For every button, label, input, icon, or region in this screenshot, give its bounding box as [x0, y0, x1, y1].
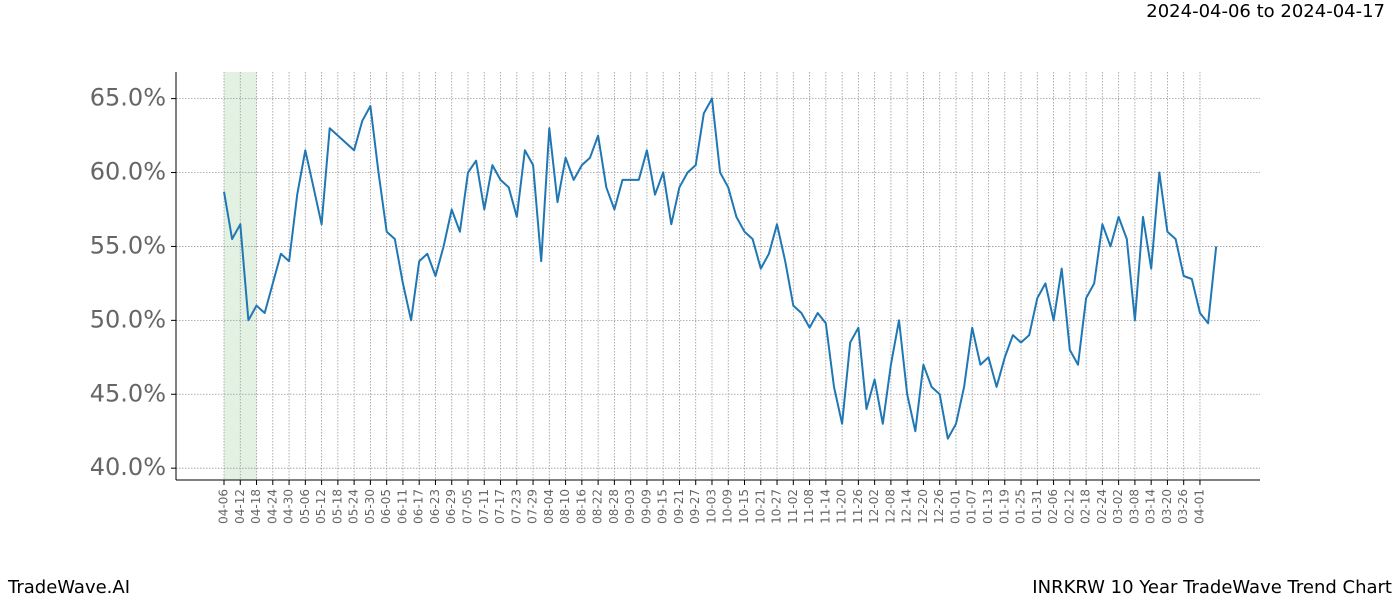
x-tick-label: 12-02 [867, 489, 881, 524]
y-tick-label: 40.0% [90, 453, 166, 481]
x-tick-label: 07-23 [509, 489, 523, 524]
chart-name: INRKRW 10 Year TradeWave Trend Chart [1032, 577, 1392, 598]
x-tick-label: 10-09 [721, 489, 735, 524]
x-tick-label: 01-19 [997, 489, 1011, 524]
x-tick-label: 01-25 [1014, 489, 1028, 524]
x-tick-label: 06-29 [444, 489, 458, 524]
x-tick-label: 09-15 [656, 489, 670, 524]
x-tick-label: 03-02 [1111, 489, 1125, 524]
x-tick-label: 07-29 [526, 489, 540, 524]
y-tick-label: 65.0% [90, 84, 166, 112]
x-tick-label: 12-14 [900, 489, 914, 524]
x-tick-label: 05-18 [330, 489, 344, 524]
x-tick-label: 05-12 [314, 489, 328, 524]
x-tick-label: 12-20 [916, 489, 930, 524]
x-tick-label: 01-31 [1030, 489, 1044, 524]
y-tick-label: 60.0% [90, 158, 166, 186]
x-tick-label: 01-01 [948, 489, 962, 524]
x-tick-label: 07-05 [460, 489, 474, 524]
x-tick-label: 08-16 [574, 489, 588, 524]
x-tick-label: 02-24 [1095, 489, 1109, 524]
x-tick-label: 09-03 [623, 489, 637, 524]
x-tick-label: 03-08 [1127, 489, 1141, 524]
brand: TradeWave.AI [7, 577, 130, 598]
y-tick-label: 55.0% [90, 231, 166, 259]
x-tick-label: 05-06 [298, 489, 312, 524]
x-tick-label: 03-14 [1144, 489, 1158, 524]
x-tick-label: 04-30 [282, 489, 296, 524]
x-tick-label: 05-30 [363, 489, 377, 524]
x-tick-label: 10-21 [753, 489, 767, 524]
x-tick-label: 04-01 [1192, 489, 1206, 524]
x-tick-label: 10-27 [770, 489, 784, 524]
x-tick-label: 06-05 [379, 489, 393, 524]
x-tick-label: 06-11 [395, 489, 409, 524]
x-tick-label: 11-20 [835, 489, 849, 524]
y-tick-label: 50.0% [90, 305, 166, 333]
x-tick-label: 07-17 [493, 489, 507, 524]
x-tick-label: 02-18 [1079, 489, 1093, 524]
x-tick-label: 04-06 [217, 489, 231, 524]
x-tick-label: 07-11 [477, 489, 491, 524]
x-tick-label: 02-06 [1046, 489, 1060, 524]
date-range: 2024-04-06 to 2024-04-17 [1146, 1, 1385, 22]
x-tick-label: 02-12 [1062, 489, 1076, 524]
x-tick-label: 10-03 [704, 489, 718, 524]
x-tick-label: 01-07 [965, 489, 979, 524]
x-tick-label: 11-08 [802, 489, 816, 524]
x-tick-label: 08-28 [607, 489, 621, 524]
x-tick-label: 04-12 [233, 489, 247, 524]
x-tick-label: 04-24 [265, 489, 279, 524]
x-tick-label: 11-02 [786, 489, 800, 524]
x-tick-label: 08-22 [591, 489, 605, 524]
x-tick-label: 03-26 [1176, 489, 1190, 524]
x-tick-label: 08-04 [542, 489, 556, 524]
x-tick-label: 06-17 [412, 489, 426, 524]
y-tick-label: 45.0% [90, 379, 166, 407]
line [223, 97, 1218, 440]
x-tick-label: 04-18 [249, 489, 263, 524]
x-tick-label: 08-10 [558, 489, 572, 524]
x-tick-label: 11-26 [851, 489, 865, 524]
x-tick-label: 03-20 [1160, 489, 1174, 524]
x-tick-label: 12-08 [883, 489, 897, 524]
x-tick-label: 01-13 [981, 489, 995, 524]
x-tick-label: 09-09 [639, 489, 653, 524]
x-tick-label: 09-27 [688, 489, 702, 524]
x-tick-label: 10-15 [737, 489, 751, 524]
x-tick-label: 12-26 [932, 489, 946, 524]
x-tick-label: 11-14 [818, 489, 832, 524]
x-tick-label: 09-21 [672, 489, 686, 524]
x-tick-label: 05-24 [347, 489, 361, 524]
x-tick-label: 06-23 [428, 489, 442, 524]
